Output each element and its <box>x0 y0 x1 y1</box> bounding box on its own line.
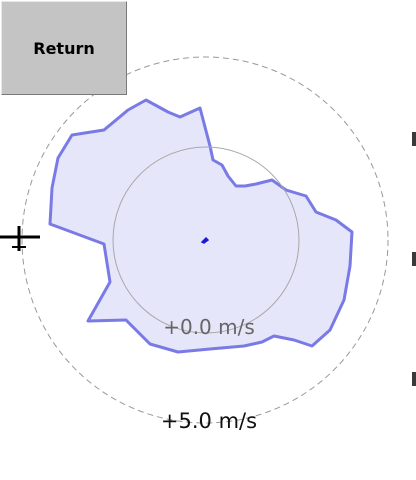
outer-speed-ring <box>21 56 389 424</box>
right-edge-tick-top <box>412 132 416 146</box>
return-button[interactable]: Return <box>1 1 127 95</box>
right-edge-tick-middle <box>412 252 416 266</box>
inner-speed-ring <box>112 146 300 334</box>
heading-cross-marker <box>0 226 40 251</box>
center-marker <box>200 236 210 244</box>
return-button-label: Return <box>33 38 95 58</box>
speed-area-shape <box>48 98 354 354</box>
outer-ring-label: +5.0 m/s <box>161 409 257 433</box>
inner-ring-label: +0.0 m/s <box>163 315 255 339</box>
right-edge-tick-bottom <box>412 372 416 386</box>
